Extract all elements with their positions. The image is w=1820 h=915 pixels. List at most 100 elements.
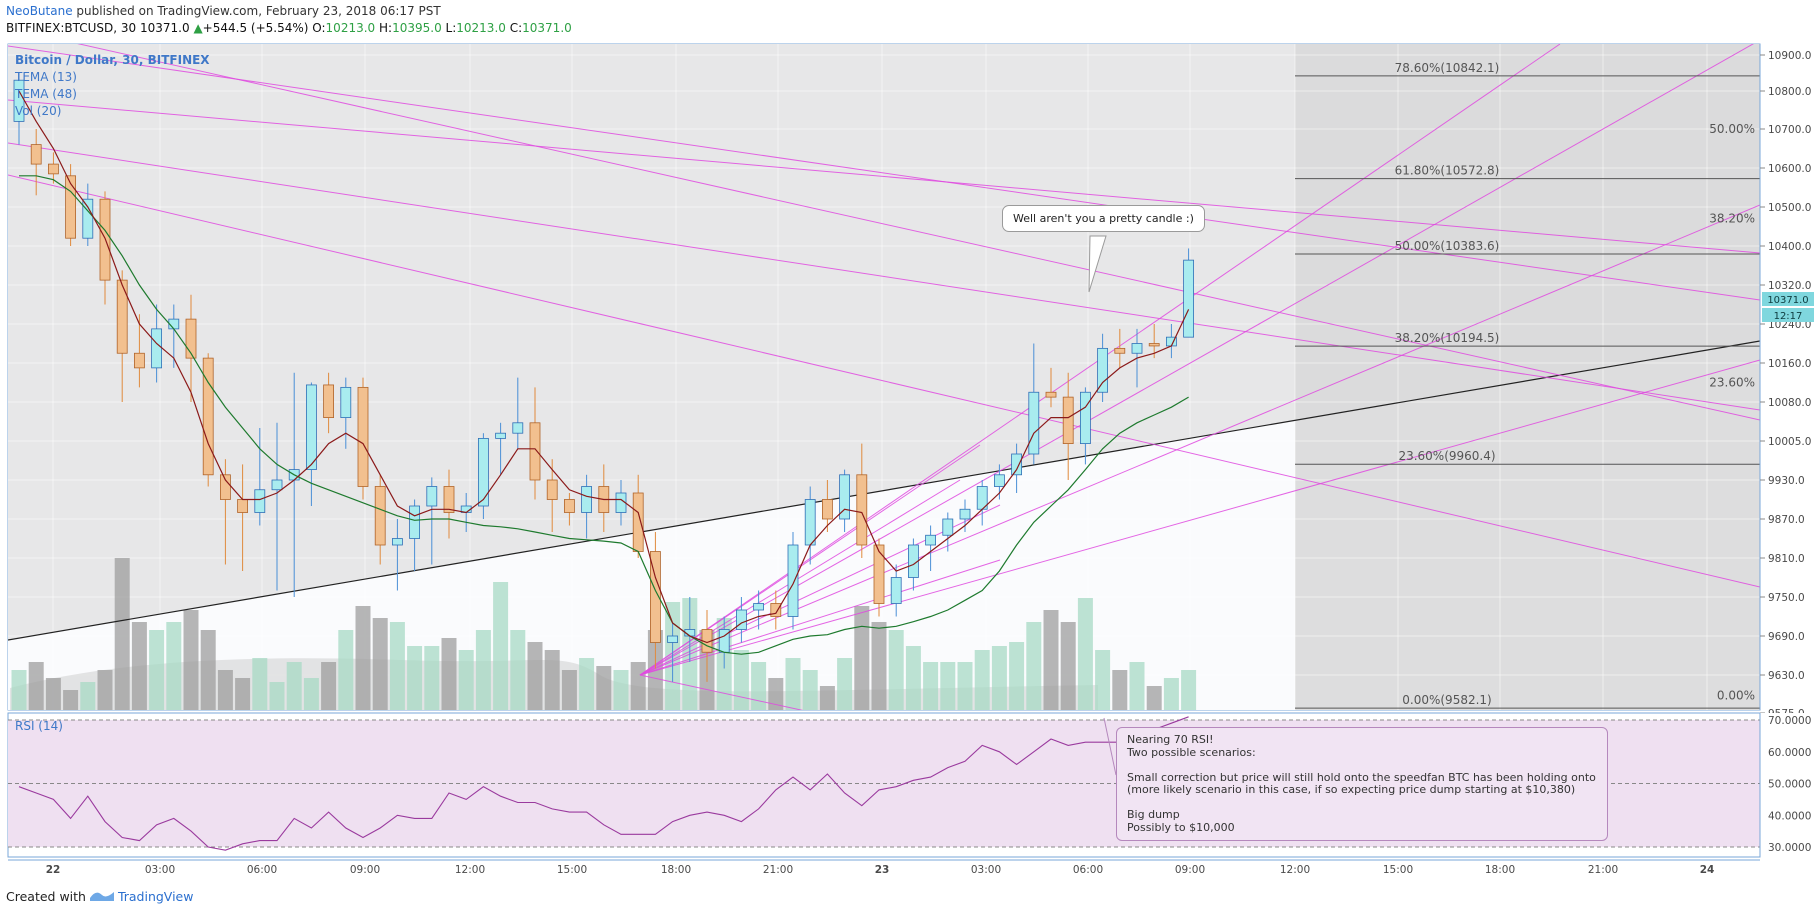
rsi-line <box>18 716 1189 851</box>
callout-pointer <box>1088 235 1107 293</box>
candle-body <box>1131 343 1143 354</box>
candle-body <box>1062 396 1074 444</box>
candle-body <box>753 603 764 611</box>
candle-body <box>1183 259 1194 338</box>
volume-bar <box>217 670 233 710</box>
high-label: H: <box>379 21 393 35</box>
price-badge: 10371.0 12:17 <box>1762 292 1814 322</box>
volume-bar <box>97 670 113 710</box>
volume-bar <box>407 646 423 710</box>
candle-body <box>133 352 145 369</box>
candle-body <box>48 163 59 175</box>
fan-level-label: 23.60% <box>1709 376 1755 390</box>
fan-line <box>8 174 1760 588</box>
candle-body <box>1045 391 1057 398</box>
candle-body <box>1080 391 1091 444</box>
time-tick-label: 23 <box>875 864 890 876</box>
time-tick-label: 21:00 <box>1588 864 1618 876</box>
fan-line <box>639 559 1001 676</box>
volume-bar <box>493 582 509 710</box>
legend-tema13[interactable]: TEMA (13) <box>14 70 77 84</box>
volume-bar <box>923 662 939 710</box>
legend-rsi[interactable]: RSI (14) <box>15 719 63 733</box>
time-tick-label: 06:00 <box>1073 864 1103 876</box>
volume-bar <box>510 630 526 710</box>
volume-bar <box>200 630 216 710</box>
rsi-axis[interactable]: 70.0000 60.0000 50.0000 40.0000 30.0000 <box>1759 713 1820 857</box>
candle-body <box>116 279 128 354</box>
fan-line <box>639 479 961 676</box>
rsi-tick-label: 50.0000 <box>1768 779 1811 791</box>
candle-body <box>1114 347 1126 354</box>
legend-tema48[interactable]: TEMA (48) <box>14 87 77 101</box>
time-tick-label: 12:00 <box>455 864 485 876</box>
candle-body <box>959 508 971 520</box>
footer: Created with TradingView <box>6 889 193 904</box>
time-tick-label: 15:00 <box>557 864 587 876</box>
candle-body <box>839 474 850 520</box>
tradingview-logo-icon <box>89 889 118 904</box>
volume-bar <box>1026 622 1042 710</box>
volume-bar <box>561 670 577 710</box>
fib-retracement: 78.60%(10842.1) 61.80%(10572.8) 50.00%(103… <box>1295 61 1760 709</box>
low-label: L: <box>445 21 457 35</box>
candle-body <box>822 499 833 520</box>
symbol-name[interactable]: BITFINEX:BTCUSD, 30 <box>6 21 137 35</box>
price-axis[interactable]: 10900.0 10800.0 10700.0 10600.0 10500.0 10400… <box>1759 44 1820 746</box>
candle-body <box>1028 391 1040 455</box>
volume-bar <box>63 690 79 710</box>
candle-body <box>202 357 214 476</box>
volume-bar <box>1163 678 1179 710</box>
fib-level-label: 61.80%(10572.8) <box>1395 164 1500 178</box>
candle-body <box>650 551 661 643</box>
volume-bar <box>1043 610 1059 710</box>
time-axis[interactable]: 22 03:00 06:00 09:00 12:00 15:00 18:00 21:00 23 0… <box>8 859 1760 876</box>
author-link[interactable]: NeoButane <box>6 4 73 18</box>
volume-bar <box>802 670 818 710</box>
time-tick-label: 18:00 <box>661 864 691 876</box>
volume-bar <box>837 658 853 710</box>
fan-line <box>639 359 1760 676</box>
price-tick-label: 9810.0 <box>1768 553 1805 565</box>
tradingview-link[interactable]: TradingView <box>117 889 194 904</box>
legend-volume[interactable]: Vol (20) <box>15 104 61 118</box>
volume-bar <box>871 622 887 710</box>
volume-bar <box>45 678 61 710</box>
time-tick-label: 06:00 <box>247 864 277 876</box>
candle-callout[interactable]: Well aren't you a pretty candle :) <box>1002 205 1205 232</box>
volume-bar <box>527 642 543 710</box>
rsi-axis-bg <box>1760 713 1820 857</box>
candle-body <box>994 474 1005 487</box>
fan-line <box>639 504 1001 676</box>
price-tick-label: 10320.0 <box>1768 280 1811 292</box>
candle-body <box>443 486 455 513</box>
candle-body <box>1148 343 1160 347</box>
volume-bar <box>888 630 904 710</box>
volume-bar <box>28 662 44 710</box>
volume-bar <box>905 646 921 710</box>
candle-body <box>30 144 42 165</box>
fib-level-label: 0.00%(9582.1) <box>1402 693 1491 707</box>
candle-body <box>1097 347 1108 393</box>
rsi-note[interactable]: Nearing 70 RSI! Two possible scenarios: … <box>1116 727 1608 841</box>
candle-body <box>873 544 885 604</box>
price-tick-label: 9870.0 <box>1768 514 1805 526</box>
legend-title[interactable]: Bitcoin / Dollar, 30, BITFINEX <box>15 53 210 67</box>
candle-body <box>271 479 283 491</box>
fan-line <box>639 204 1760 676</box>
candle-body <box>237 499 249 513</box>
volume-bar <box>1095 650 1111 710</box>
high-value: 10395.0 <box>392 21 442 35</box>
rsi-tick-label: 70.0000 <box>1768 715 1811 727</box>
price-tick-label: 10005.0 <box>1768 436 1811 448</box>
last-price-badge-text: 10371.0 <box>1767 295 1808 306</box>
price-tick-label: 10600.0 <box>1768 163 1811 175</box>
volume-bar <box>114 558 130 710</box>
last-price: 10371.0 <box>139 21 190 35</box>
legend: Bitcoin / Dollar, 30, BITFINEX TEMA (13)… <box>14 53 210 733</box>
volume-bar <box>940 662 956 710</box>
volume-bar <box>252 658 268 710</box>
tema-lines <box>18 90 1190 655</box>
time-tick-label: 09:00 <box>350 864 380 876</box>
rsi-note-pointer <box>1103 717 1117 776</box>
